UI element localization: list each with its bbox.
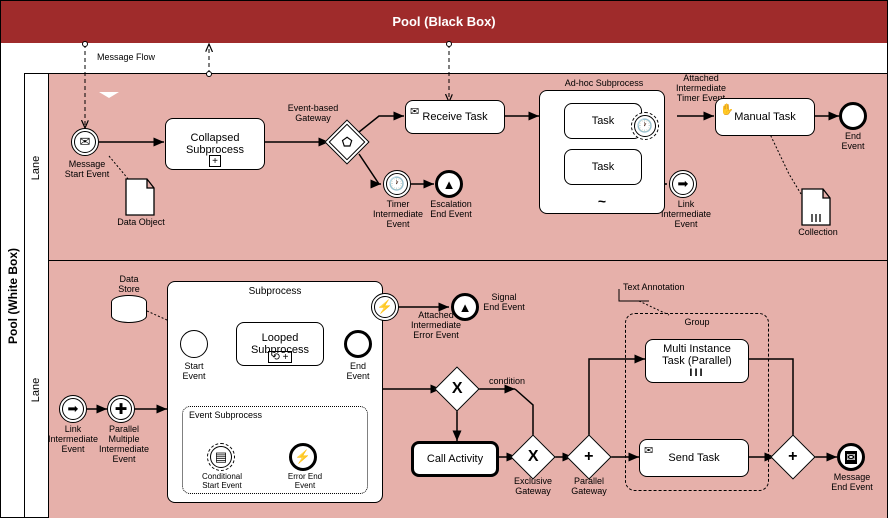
lane1-label: Lane bbox=[25, 73, 49, 261]
link-int-label: Link Intermediate Event bbox=[653, 200, 719, 230]
multi-instance-task: Multi Instance Task (Parallel)III bbox=[645, 339, 749, 383]
lane1-area: ✉ Message Start Event Data Object Collap… bbox=[49, 73, 887, 261]
call-activity: Call Activity bbox=[411, 441, 499, 477]
text-annotation-label: Text Annotation bbox=[623, 283, 685, 293]
error-end-event: ⚡ bbox=[289, 443, 317, 471]
signal-end-label: Signal End Event bbox=[481, 293, 527, 313]
excl-gw-label: Exclusive Gateway bbox=[505, 477, 561, 497]
link-intermediate-event: ➡ bbox=[669, 170, 697, 198]
gap-area: Message Flow bbox=[1, 43, 887, 73]
msg-end-label: Message End Event bbox=[823, 473, 881, 493]
subprocess-label: Subprocess bbox=[168, 286, 382, 297]
message-flow-label: Message Flow bbox=[97, 53, 155, 63]
escalation-end-event: ▲ bbox=[435, 170, 463, 198]
looped-subprocess: Looped Subprocess⟲ + bbox=[236, 322, 324, 366]
adhoc-task1: Task bbox=[564, 103, 642, 139]
bpmn-diagram: Pool (Black Box) Message Flow Pool (Whit… bbox=[0, 0, 888, 518]
exclusive-gateway-1: X bbox=[434, 366, 479, 411]
parallel-multi-label: Parallel Multiple Intermediate Event bbox=[91, 425, 157, 465]
attached-timer-event: 🕐 bbox=[631, 112, 659, 140]
data-store-label: Data Store bbox=[109, 275, 149, 295]
send-task: ✉Send Task bbox=[639, 439, 749, 477]
group-label: Group bbox=[626, 318, 768, 328]
tilde-marker: ~ bbox=[598, 193, 606, 209]
subproc-end-event bbox=[344, 330, 372, 358]
collection-label: Collection bbox=[793, 228, 843, 238]
pool-black-box: Pool (Black Box) bbox=[1, 1, 887, 43]
subproc-end-label: End Event bbox=[336, 362, 380, 382]
event-sub-label: Event Subprocess bbox=[189, 411, 262, 421]
collapsed-subprocess: Collapsed Subprocess+ bbox=[165, 118, 265, 170]
attached-error-event: ⚡ bbox=[371, 293, 399, 321]
conditional-start-event: ▤ bbox=[207, 443, 235, 471]
message-start-event: ✉ bbox=[71, 128, 99, 156]
cond-start-label: Conditional Start Event bbox=[189, 473, 255, 491]
event-gw-label: Event-based Gateway bbox=[281, 104, 345, 124]
adhoc-label: Ad-hoc Subprocess bbox=[554, 79, 654, 89]
link-intermediate-event-2: ➡ bbox=[59, 395, 87, 423]
error-end-label: Error End Event bbox=[275, 473, 335, 491]
data-store-icon bbox=[111, 295, 147, 323]
lane2-area: ➡ Link Intermediate Event ✚ Parallel Mul… bbox=[49, 261, 887, 518]
receive-task: ✉Receive Task bbox=[405, 100, 505, 134]
subproc-start-event bbox=[180, 330, 208, 358]
manual-task: ✋Manual Task bbox=[715, 98, 815, 136]
parallel-gw-label: Parallel Gateway bbox=[561, 477, 617, 497]
message-end-event: ✉ bbox=[837, 443, 865, 471]
event-subprocess: Event Subprocess ▤ Conditional Start Eve… bbox=[182, 406, 368, 494]
pool-white-box-label: Pool (White Box) bbox=[1, 73, 25, 518]
condition-label: condition bbox=[489, 377, 525, 387]
exclusive-gateway-2: X bbox=[510, 434, 555, 479]
msg-start-label: Message Start Event bbox=[57, 160, 117, 180]
signal-end-event: ▲ bbox=[451, 293, 479, 321]
event-based-gateway: ⬠ bbox=[324, 119, 369, 164]
adhoc-task2: Task bbox=[564, 149, 642, 185]
parallel-gateway-1: + bbox=[566, 434, 611, 479]
adhoc-subprocess: Ad-hoc Subprocess Task Task ~ bbox=[539, 90, 665, 214]
data-object-icon bbox=[125, 178, 155, 216]
subproc-start-label: Start Event bbox=[172, 362, 216, 382]
lane2-label: Lane bbox=[25, 261, 49, 518]
parallel-multiple-event: ✚ bbox=[107, 395, 135, 423]
subprocess-expanded: Subprocess Start Event Looped Subprocess… bbox=[167, 281, 383, 503]
end-event-1-label: End Event bbox=[833, 132, 873, 152]
parallel-gateway-2: + bbox=[770, 434, 815, 479]
timer-intermediate-event: 🕐 bbox=[383, 170, 411, 198]
escalation-label: Escalation End Event bbox=[421, 200, 481, 220]
collection-icon bbox=[801, 188, 831, 226]
end-event-1 bbox=[839, 102, 867, 130]
data-object-label: Data Object bbox=[111, 218, 171, 228]
